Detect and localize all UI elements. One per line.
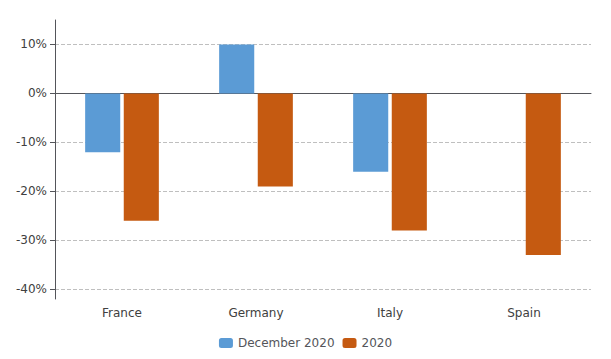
svg-text:Italy: Italy xyxy=(377,306,403,320)
svg-text:0%: 0% xyxy=(28,86,47,100)
svg-text:-40%: -40% xyxy=(16,282,47,296)
svg-text:France: France xyxy=(102,306,142,320)
svg-text:Spain: Spain xyxy=(507,306,541,320)
svg-text:Germany: Germany xyxy=(228,306,283,320)
svg-text:-10%: -10% xyxy=(16,135,47,149)
svg-text:10%: 10% xyxy=(20,37,47,51)
svg-text:-30%: -30% xyxy=(16,233,47,247)
svg-text:2020: 2020 xyxy=(362,336,393,350)
svg-text:-20%: -20% xyxy=(16,184,47,198)
svg-text:December 2020: December 2020 xyxy=(238,336,335,350)
